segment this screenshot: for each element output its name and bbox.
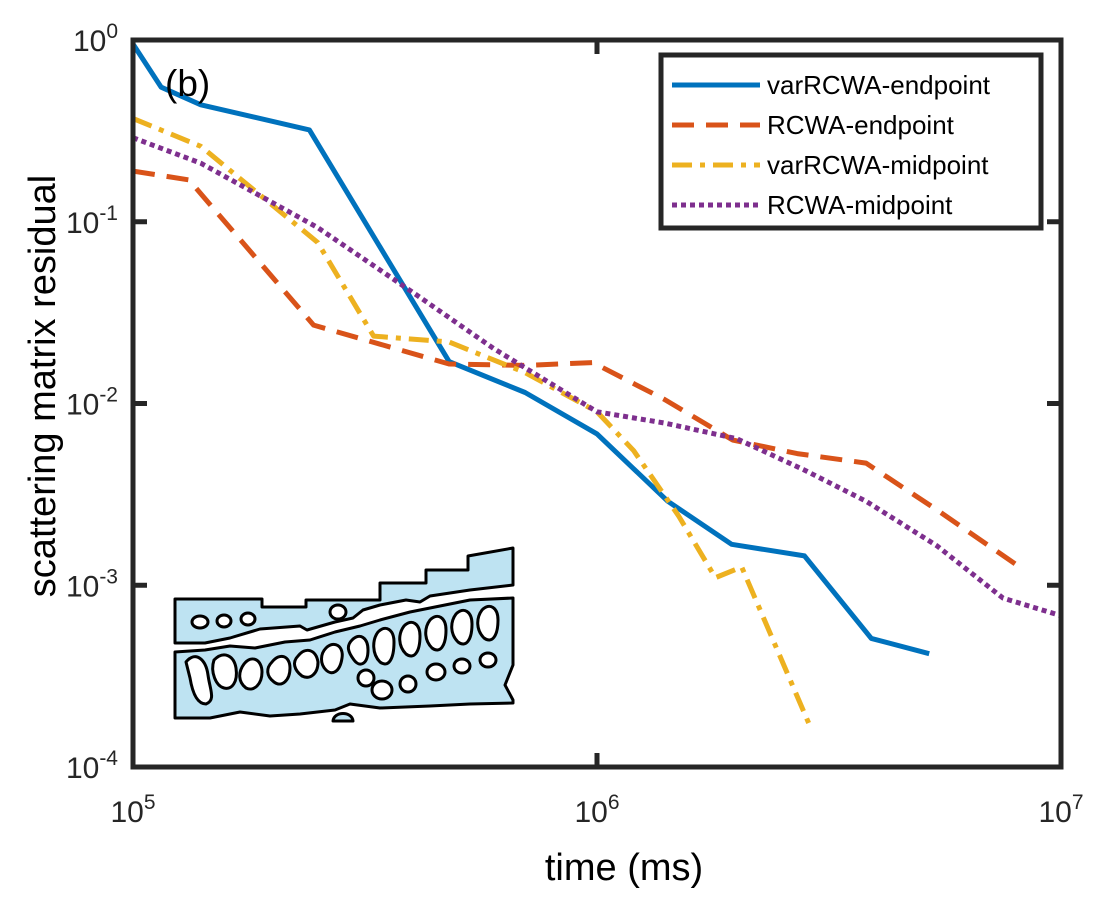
legend-label-0: varRCWA-endpoint: [767, 70, 991, 100]
series-line-RCWA-endpoint: [133, 168, 1018, 567]
x-tick-label-0: 105: [110, 791, 155, 829]
inset-small-semicircle: [331, 712, 355, 723]
plot-frame: [130, 37, 1064, 770]
y-axis-title: scattering matrix residual: [22, 175, 64, 597]
y-tick-label-1: 10-3: [66, 565, 118, 603]
inset-geometry-illustration: [173, 546, 515, 723]
inset-holes: [184, 603, 500, 706]
legend-label-2: varRCWA-midpoint: [767, 150, 989, 180]
y-tick-label-0: 10-4: [66, 747, 118, 785]
y-tick-label-2: 10-2: [66, 384, 118, 422]
series-line-RCWA-midpoint: [133, 135, 1061, 619]
legend-label-3: RCWA-midpoint: [767, 190, 953, 220]
series-layer: [133, 42, 1061, 731]
panel-label: (b): [165, 63, 210, 104]
legend-label-1: RCWA-endpoint: [767, 110, 955, 140]
series-line-varRCWA-endpoint: [133, 42, 930, 657]
x-tick-label-2: 107: [1038, 791, 1083, 829]
y-tick-label-3: 10-1: [66, 202, 118, 240]
x-axis-title: time (ms): [545, 847, 703, 889]
x-tick-label-1: 106: [574, 791, 619, 829]
legend: varRCWA-endpoint RCWA-endpoint varRCWA-mid…: [658, 52, 1044, 231]
series-line-varRCWA-midpoint: [133, 116, 814, 731]
y-tick-label-4: 100: [73, 20, 118, 58]
inset-upper-band: [173, 546, 515, 645]
axis-tick-labels: 105 106 107 10-4 10-3 10-2 10-1 100: [66, 20, 1084, 829]
